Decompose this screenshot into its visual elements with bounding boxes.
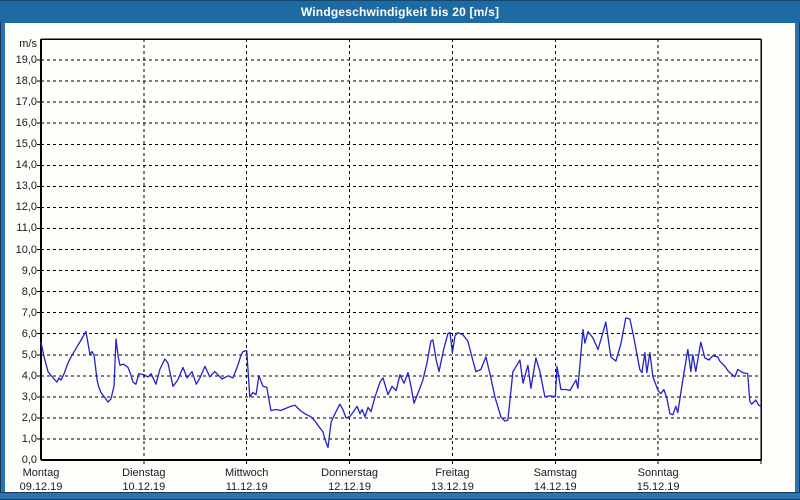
y-tick-label: 2,0 [21,411,37,424]
x-date-label: 11.12.19 [225,481,268,493]
wind-speed-line [40,317,762,449]
y-tick-label: 16,0 [15,117,37,130]
wind-speed-chart: m/s 0,0 1,0 2,0 3,0 4,0 5,0 6,0 7,0 8,0 9,0 10,0 11… [0,22,800,493]
x-date-label: 14.12.19 [533,481,577,493]
x-date-label: 10.12.19 [122,481,166,493]
x-day-label: Montag [22,467,60,479]
y-tick-label: 12,0 [15,201,37,214]
title-bar: Windgeschwindigkeit bis 20 [m/s] [0,0,800,23]
x-date-label: 09.12.19 [19,481,63,493]
y-tick-label: 10,0 [15,243,37,256]
y-axis-unit-label: m/s [19,38,37,50]
y-tick-label: 15,0 [15,138,37,151]
y-tick-label: 3,0 [21,390,37,403]
x-day-label: Mittwoch [225,467,269,479]
y-tick-label: 9,0 [21,264,37,277]
y-tick-label: 6,0 [21,327,37,340]
x-day-label: Samstag [533,467,577,479]
window-frame-left [0,22,5,500]
y-tick-label: 11,0 [16,222,37,235]
y-tick-label: 4,0 [21,369,37,382]
y-tick-label: 0,0 [21,454,37,466]
x-day-label: Donnerstag [321,467,378,479]
x-date-label: 13.12.19 [431,481,474,493]
y-tick-label: 13,0 [15,180,37,193]
window-title: Windgeschwindigkeit bis 20 [m/s] [300,5,500,19]
y-tick-label: 5,0 [21,348,37,361]
chart-plot-area [37,38,762,464]
x-day-label: Sonntag [637,467,679,479]
y-tick-label: 14,0 [15,159,37,172]
y-tick-label: 17,0 [15,96,37,109]
window-frame-bottom [0,492,800,500]
y-tick-label: 7,0 [21,306,37,319]
y-tick-label: 19,0 [15,54,37,67]
x-date-label: 12.12.19 [328,481,371,493]
y-tick-label: 8,0 [21,285,37,298]
x-date-label: 15.12.19 [636,481,680,493]
y-tick-label: 18,0 [15,75,37,88]
x-day-label: Dienstag [122,467,166,479]
x-day-label: Freitag [435,467,470,479]
y-tick-label: 1,0 [21,432,37,445]
